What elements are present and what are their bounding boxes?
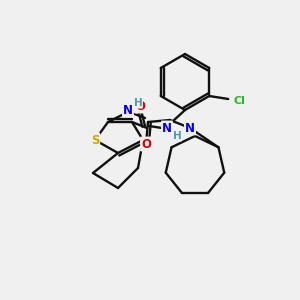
Text: Cl: Cl	[233, 96, 245, 106]
Text: O: O	[141, 137, 151, 151]
Text: N: N	[185, 122, 195, 134]
Text: N: N	[123, 103, 133, 116]
Text: N: N	[162, 122, 172, 134]
Text: S: S	[91, 134, 99, 146]
Text: H: H	[134, 98, 142, 108]
Text: O: O	[135, 100, 145, 112]
Text: H: H	[172, 131, 182, 141]
